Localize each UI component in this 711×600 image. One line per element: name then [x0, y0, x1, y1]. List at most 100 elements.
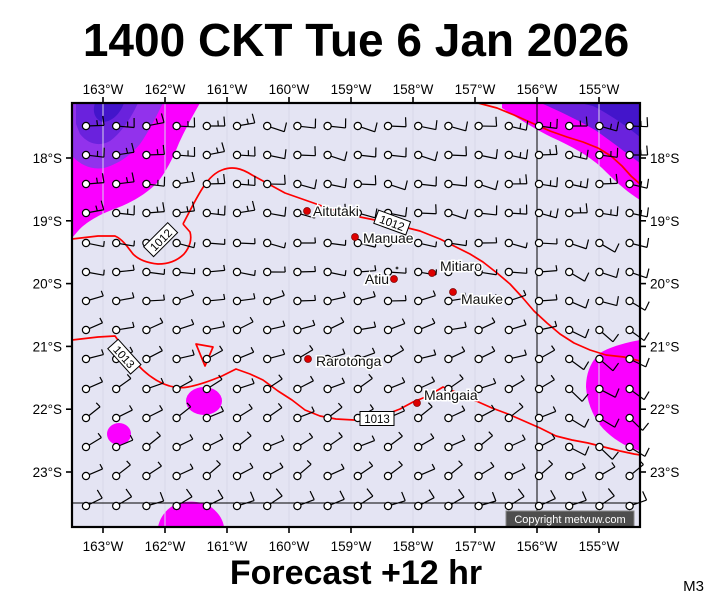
- station-circle: [353, 384, 362, 394]
- lon-label-bottom: 162°W: [145, 539, 186, 554]
- station-circle: [202, 354, 211, 364]
- station-circle: [142, 501, 151, 511]
- wind-barb: [414, 489, 435, 511]
- wind-barb: [111, 238, 135, 248]
- station-circle: [595, 208, 604, 218]
- station-circle: [293, 150, 302, 160]
- station-circle: [111, 384, 121, 394]
- station-circle: [172, 471, 181, 481]
- station-circle: [595, 413, 604, 423]
- station-circle: [293, 325, 302, 335]
- station-circle: [353, 501, 362, 511]
- lon-label-top: 163°W: [83, 82, 124, 97]
- station-circle: [263, 296, 272, 306]
- station-circle: [444, 442, 453, 452]
- station-circle: [414, 238, 423, 248]
- wind-barb: [504, 349, 527, 364]
- wind-barb: [293, 432, 314, 452]
- wind-barb: [625, 460, 644, 481]
- wind-barb: [504, 204, 528, 218]
- station-circle: [383, 325, 393, 335]
- wind-barb: [565, 296, 590, 309]
- station-circle: [172, 150, 181, 160]
- wind-barb: [263, 149, 287, 160]
- wind-barb: [383, 147, 407, 160]
- wind-barb: [444, 264, 467, 277]
- station-circle: [111, 442, 121, 452]
- station-circle: [444, 325, 453, 335]
- wind-barb: [504, 267, 528, 277]
- island-mauke: Mauke: [449, 288, 505, 309]
- wind-barb: [142, 461, 162, 481]
- island-label: Mitiaro: [440, 258, 482, 274]
- wind-barb: [81, 238, 105, 248]
- station-circle: [565, 296, 574, 306]
- station-circle: [111, 296, 121, 306]
- station-circle: [142, 325, 151, 335]
- wind-barb: [81, 376, 104, 394]
- wind-barb: [474, 237, 498, 248]
- station-circle: [444, 121, 453, 131]
- wind-barb: [263, 320, 286, 335]
- station-circle: [474, 121, 483, 131]
- station-circle: [595, 121, 604, 131]
- wind-barb: [81, 432, 102, 452]
- wind-barb: [172, 289, 195, 306]
- station-circle: [232, 238, 242, 248]
- station-circle: [81, 238, 91, 248]
- wind-barb: [293, 179, 318, 190]
- station-circle: [565, 384, 574, 394]
- station-circle: [595, 150, 604, 160]
- wind-barb: [595, 147, 619, 160]
- island-dot: [449, 288, 457, 296]
- station-circle: [172, 384, 181, 394]
- station-circle: [232, 354, 242, 364]
- wind-barb: [383, 267, 407, 277]
- wind-barb: [323, 118, 347, 131]
- wind-barb: [293, 460, 312, 481]
- station-circle: [565, 354, 574, 364]
- station-circle: [111, 238, 121, 248]
- station-circle: [474, 208, 483, 218]
- wind-barb: [595, 206, 619, 218]
- wind-barb: [142, 294, 165, 306]
- wind-barb: [534, 177, 559, 189]
- wind-barb: [111, 292, 135, 306]
- station-circle: [232, 325, 242, 335]
- wind-barb: [565, 116, 588, 131]
- station-circle: [625, 471, 634, 481]
- wind-barb: [383, 431, 403, 452]
- lon-label-bottom: 158°W: [393, 539, 434, 554]
- station-circle: [565, 325, 574, 335]
- wind-barb: [202, 293, 226, 306]
- lon-label-bottom: 163°W: [83, 539, 124, 554]
- station-circle: [323, 442, 332, 452]
- station-circle: [263, 384, 272, 394]
- wind-barb: [595, 384, 620, 398]
- station-circle: [383, 238, 393, 248]
- wind-barb: [504, 463, 526, 481]
- wind-barb: [353, 175, 377, 189]
- wind-barb: [323, 150, 348, 162]
- wind-barb: [81, 489, 103, 511]
- wind-barb: [202, 142, 226, 160]
- station-circle: [383, 296, 393, 306]
- lat-label-right: 19°S: [650, 214, 679, 229]
- island-manuae: Manuae: [351, 229, 415, 248]
- wind-barb: [444, 434, 466, 452]
- station-circle: [353, 442, 362, 452]
- station-circle: [474, 442, 483, 452]
- wind-barb: [444, 460, 463, 481]
- wind-barb: [353, 147, 377, 160]
- wind-barb: [232, 347, 255, 364]
- station-circle: [142, 267, 151, 277]
- station-circle: [232, 267, 242, 277]
- model-label: M3: [683, 578, 704, 595]
- wind-barb: [595, 413, 620, 428]
- wind-barb: [444, 321, 467, 335]
- wind-barb: [81, 317, 104, 335]
- wind-barb: [565, 238, 590, 250]
- station-circle: [293, 413, 302, 423]
- wind-barb: [263, 206, 287, 218]
- wind-barb: [142, 144, 165, 160]
